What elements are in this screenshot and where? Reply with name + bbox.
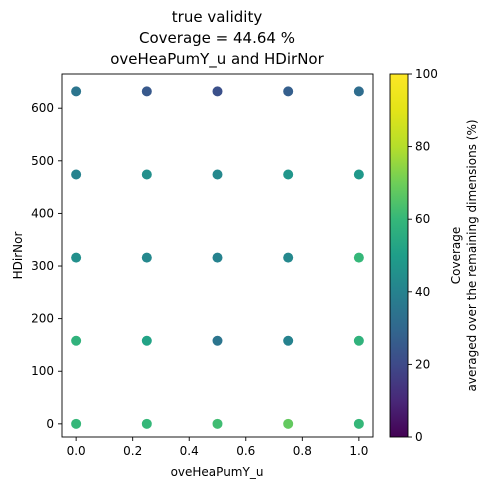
colorbar-tick-label-0: 0 xyxy=(415,430,423,444)
scatter-point-17 xyxy=(212,169,223,180)
scatter-point-15 xyxy=(71,169,82,180)
colorbar-tick-label-1: 20 xyxy=(415,357,430,371)
chart-title-line-1: true validity xyxy=(172,8,263,26)
scatter-point-20 xyxy=(71,86,82,97)
scatter-point-1 xyxy=(141,418,152,429)
scatter-point-6 xyxy=(141,335,152,346)
scatter-point-12 xyxy=(212,252,223,263)
scatter-point-10 xyxy=(71,252,82,263)
y-tick-label-5: 500 xyxy=(31,154,54,168)
colorbar-label-line-1: Coverage xyxy=(449,227,463,285)
x-tick-label-3: 0.6 xyxy=(236,444,255,458)
colorbar: 0 20 40 60 80 100 Coverage averaged over… xyxy=(389,67,479,444)
scatter-point-3 xyxy=(283,418,294,429)
colorbar-tick-label-4: 80 xyxy=(415,140,430,154)
scatter-point-13 xyxy=(283,252,294,263)
colorbar-gradient xyxy=(389,73,409,438)
chart-title-line-2: Coverage = 44.64 % xyxy=(139,29,295,47)
y-tick-label-4: 400 xyxy=(31,206,54,220)
colorbar-tick-label-3: 60 xyxy=(415,212,430,226)
scatter-point-18 xyxy=(283,169,294,180)
scatter-point-24 xyxy=(353,86,364,97)
scatter-point-14 xyxy=(353,252,364,263)
scatter-point-16 xyxy=(141,169,152,180)
x-axis-label: oveHeaPumY_u xyxy=(171,465,264,479)
x-tick-label-1: 0.2 xyxy=(123,444,142,458)
x-tick-label-2: 0.4 xyxy=(180,444,199,458)
y-tick-label-2: 200 xyxy=(31,312,54,326)
y-tick-label-1: 100 xyxy=(31,364,54,378)
scatter-point-8 xyxy=(283,335,294,346)
scatter-point-4 xyxy=(353,418,364,429)
scatter-point-22 xyxy=(212,86,223,97)
y-tick-label-3: 300 xyxy=(31,259,54,273)
colorbar-tick-label-5: 100 xyxy=(415,67,438,81)
y-tick-label-6: 600 xyxy=(31,101,54,115)
scatter-point-11 xyxy=(141,252,152,263)
chart-title-line-3: oveHeaPumY_u and HDirNor xyxy=(110,50,324,69)
x-tick-label-0: 0.0 xyxy=(67,444,86,458)
scatter-point-5 xyxy=(71,335,82,346)
plot-frame xyxy=(61,73,374,438)
y-axis: 0 100 200 300 400 500 600 HDirNor xyxy=(11,101,62,431)
x-tick-label-4: 0.8 xyxy=(293,444,312,458)
colorbar-label-line-2: averaged over the remaining dimensions (… xyxy=(465,119,479,391)
scatter-points xyxy=(71,86,364,429)
y-axis-label: HDirNor xyxy=(11,232,25,280)
scatter-point-7 xyxy=(212,335,223,346)
scatter-point-21 xyxy=(141,86,152,97)
x-axis: 0.0 0.2 0.4 0.6 0.8 1.0 oveHeaPumY_u xyxy=(67,437,368,479)
colorbar-tick-label-2: 40 xyxy=(415,285,430,299)
y-tick-label-0: 0 xyxy=(46,417,54,431)
scatter-point-0 xyxy=(71,418,82,429)
x-tick-label-5: 1.0 xyxy=(349,444,368,458)
scatter-point-19 xyxy=(353,169,364,180)
scatter-point-9 xyxy=(353,335,364,346)
scatter-point-23 xyxy=(283,86,294,97)
scatter-point-2 xyxy=(212,418,223,429)
